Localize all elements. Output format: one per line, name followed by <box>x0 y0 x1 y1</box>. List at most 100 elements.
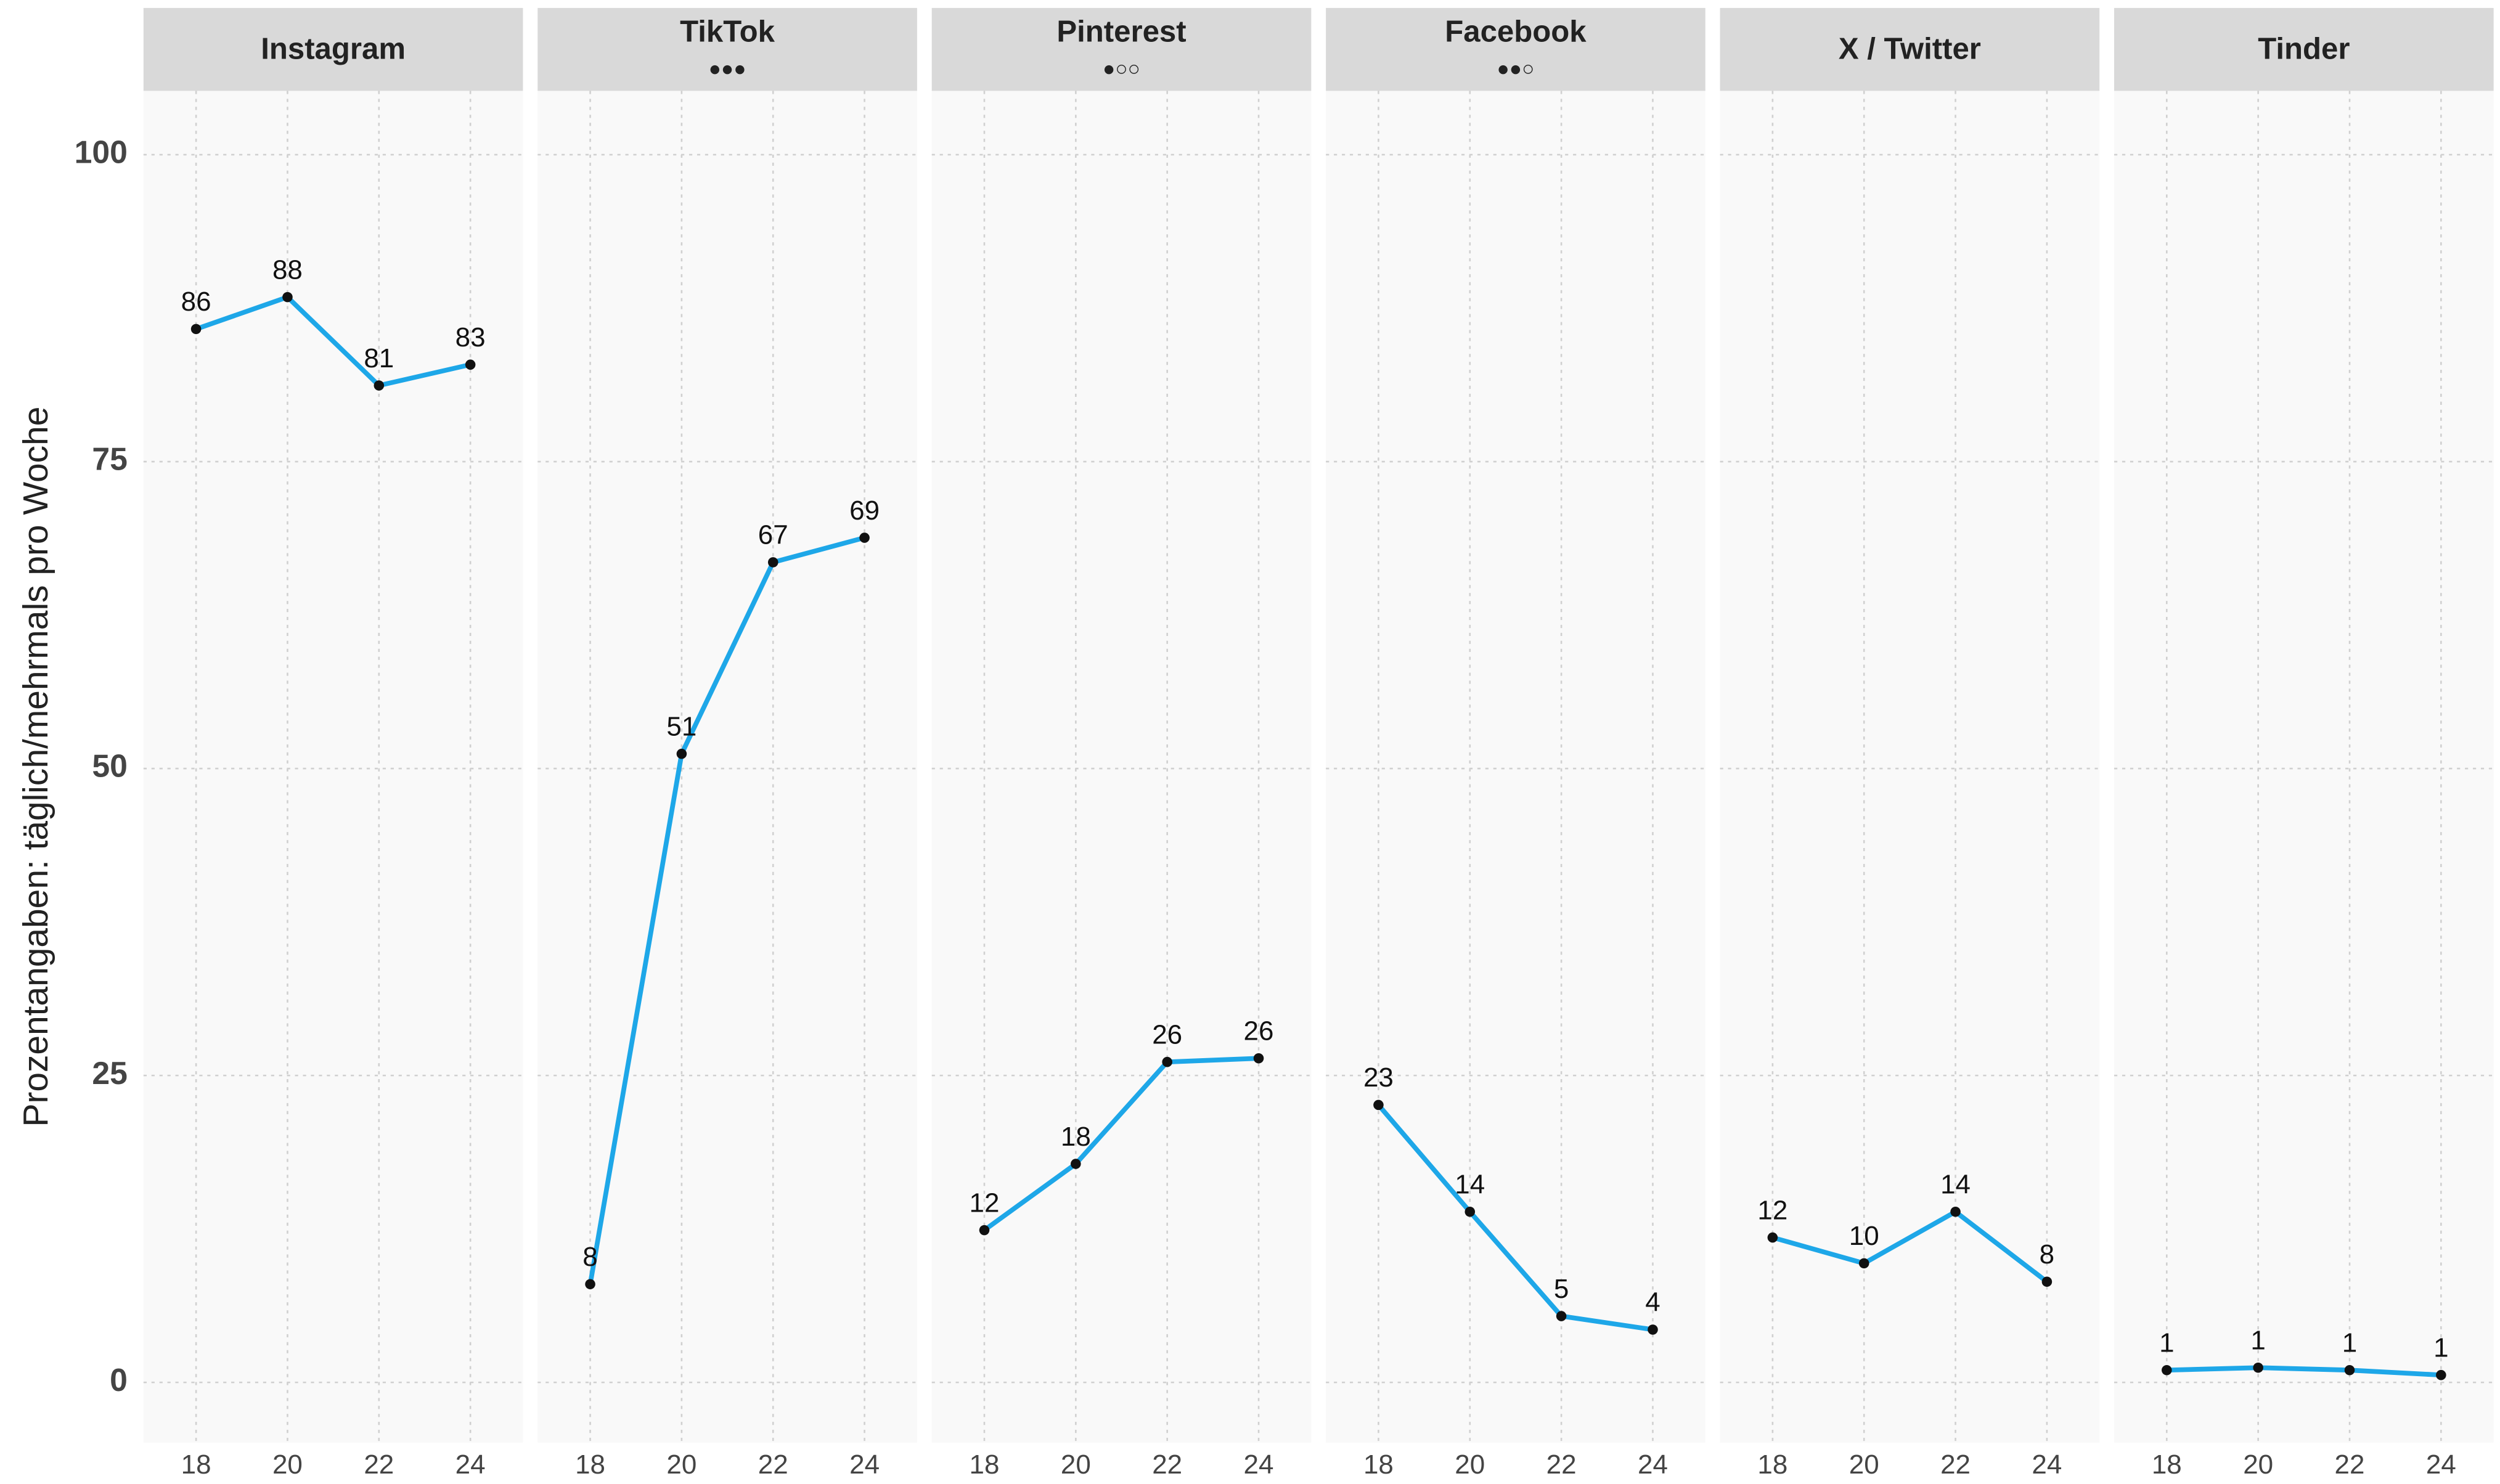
data-label: 8 <box>2040 1239 2054 1270</box>
y-tick-label: 100 <box>75 134 128 170</box>
facet-title: Pinterest <box>1056 15 1186 48</box>
data-label: 1 <box>2342 1327 2357 1358</box>
data-label: 14 <box>1940 1169 1971 1199</box>
data-label: 23 <box>1363 1062 1394 1093</box>
x-tick-label: 18 <box>2152 1449 2182 1480</box>
facet-subtitle: ●○○ <box>1103 58 1140 81</box>
point <box>676 748 687 759</box>
strip <box>143 7 523 91</box>
data-label: 18 <box>1061 1122 1091 1152</box>
x-tick-label: 24 <box>2426 1449 2456 1480</box>
point <box>585 1279 595 1290</box>
data-label: 26 <box>1152 1019 1182 1050</box>
facet-title: X / Twitter <box>1839 33 1981 66</box>
line <box>587 535 865 1285</box>
line <box>2167 1365 2441 1378</box>
point <box>859 532 870 543</box>
data-label: 12 <box>1757 1195 1787 1225</box>
point <box>374 380 385 391</box>
x-tick-label: 18 <box>181 1449 211 1480</box>
data-label: 1 <box>2250 1325 2265 1355</box>
x-tick-label: 20 <box>272 1449 303 1480</box>
data-label: 88 <box>272 255 303 285</box>
x-tick-label: 22 <box>1546 1449 1577 1480</box>
data-label: 4 <box>1645 1287 1660 1318</box>
point <box>1767 1232 1778 1243</box>
data-label: 83 <box>455 322 486 353</box>
y-axis-label: Prozentangaben: täglich/mehrmals pro Woc… <box>16 407 55 1127</box>
line <box>1771 1209 2049 1284</box>
strip <box>1326 7 1705 91</box>
point <box>2162 1364 2172 1376</box>
y-tick-label: 75 <box>92 441 128 477</box>
point <box>282 292 293 303</box>
data-label: 8 <box>582 1242 597 1272</box>
point <box>1950 1206 1961 1217</box>
facet-title: Instagram <box>261 33 406 66</box>
data-label: 5 <box>1554 1274 1569 1304</box>
x-tick-label: 18 <box>1363 1449 1394 1480</box>
x-tick-label: 20 <box>2243 1449 2273 1480</box>
facet-title: TikTok <box>680 15 775 48</box>
point <box>1648 1324 1658 1335</box>
data-label: 1 <box>2159 1327 2174 1358</box>
facet-subtitle: ●●● <box>709 58 746 81</box>
data-label: 1 <box>2433 1332 2448 1363</box>
facet-subtitle: ●●○ <box>1497 58 1534 81</box>
data-label: 51 <box>666 711 696 741</box>
data-label: 86 <box>181 287 211 317</box>
x-tick-label: 18 <box>575 1449 605 1480</box>
point <box>1373 1099 1384 1111</box>
point <box>1162 1056 1172 1067</box>
facet-title: Facebook <box>1445 15 1587 48</box>
panel-background <box>931 91 1312 1443</box>
data-label: 12 <box>970 1188 1000 1218</box>
x-tick-label: 18 <box>1757 1449 1787 1480</box>
panel-background <box>1720 91 2100 1443</box>
x-tick-label: 22 <box>758 1449 788 1480</box>
x-tick-label: 18 <box>970 1449 1000 1480</box>
point <box>1253 1053 1264 1064</box>
panel-background <box>1326 91 1705 1443</box>
x-tick-label: 20 <box>666 1449 696 1480</box>
x-tick-label: 24 <box>2032 1449 2062 1480</box>
data-label: 81 <box>364 343 394 373</box>
facet-title: Tinder <box>2258 33 2350 66</box>
data-label: 26 <box>1244 1016 1274 1046</box>
point <box>190 324 202 335</box>
x-tick-label: 24 <box>849 1449 880 1480</box>
point <box>2041 1276 2053 1287</box>
x-tick-label: 22 <box>364 1449 394 1480</box>
data-label: 69 <box>849 495 880 526</box>
y-tick-label: 25 <box>92 1055 128 1091</box>
x-tick-label: 24 <box>455 1449 486 1480</box>
y-tick-label: 0 <box>110 1362 128 1398</box>
strip <box>537 7 917 91</box>
x-tick-label: 22 <box>1152 1449 1182 1480</box>
data-label: 10 <box>1849 1221 1879 1251</box>
point <box>2344 1364 2355 1376</box>
panel-background <box>2114 91 2494 1443</box>
data-label: 67 <box>758 520 788 550</box>
x-tick-label: 20 <box>1061 1449 1091 1480</box>
strip <box>931 7 1312 91</box>
point <box>465 359 476 370</box>
point <box>979 1225 990 1236</box>
panel-background <box>143 91 523 1443</box>
point <box>767 557 778 568</box>
x-tick-label: 20 <box>1455 1449 1485 1480</box>
point <box>2436 1369 2446 1380</box>
line <box>195 294 472 388</box>
data-label: 14 <box>1455 1169 1485 1199</box>
panel-background <box>537 91 917 1443</box>
x-tick-label: 24 <box>1638 1449 1668 1480</box>
point <box>1071 1159 1081 1169</box>
x-tick-label: 24 <box>1244 1449 1274 1480</box>
line <box>1376 1103 1654 1332</box>
point <box>2253 1362 2263 1373</box>
strip <box>1720 7 2100 91</box>
point <box>1858 1258 1869 1269</box>
line <box>982 1056 1259 1233</box>
